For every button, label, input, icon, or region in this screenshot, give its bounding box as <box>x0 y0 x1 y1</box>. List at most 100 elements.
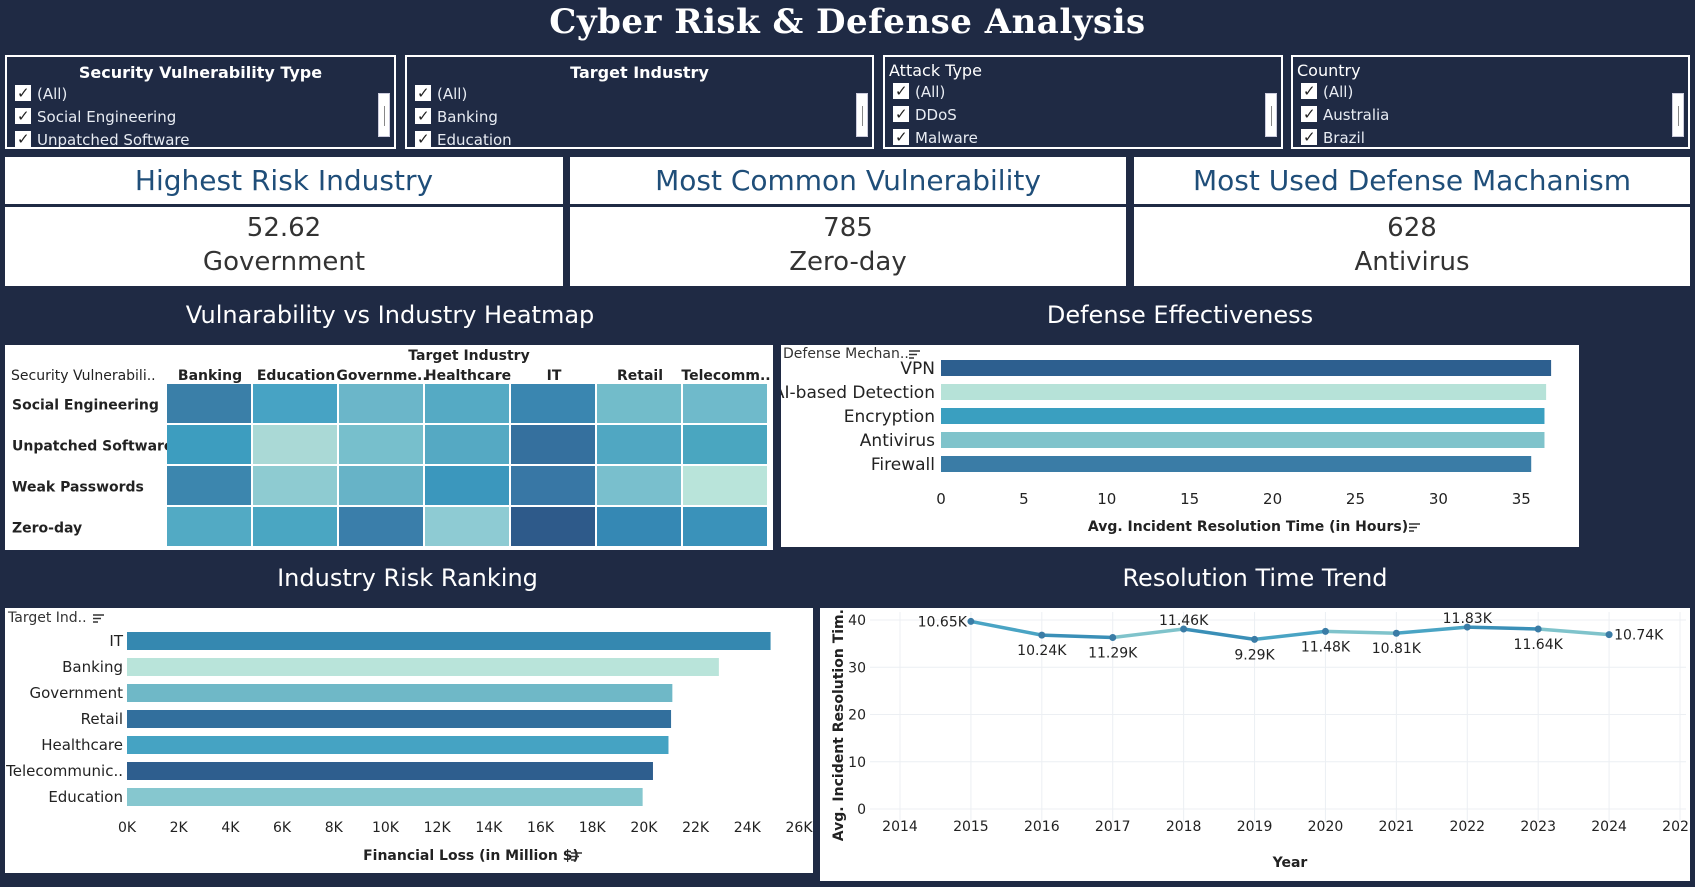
heatmap-cell <box>425 507 509 546</box>
heatmap-row-label: Social Engineering <box>12 398 159 414</box>
heatmap-cell <box>683 466 767 505</box>
filter-option[interactable]: (All) <box>885 80 1281 104</box>
bar-label: Government <box>29 684 123 702</box>
checkbox-icon[interactable] <box>893 103 909 126</box>
checkbox-icon[interactable] <box>893 80 909 103</box>
filter-option[interactable]: (All) <box>7 82 394 106</box>
bar-label: Education <box>48 788 123 806</box>
bar <box>941 360 1552 376</box>
filter-attack-type[interactable]: Attack Type (All) DDoS Malware <box>883 55 1283 149</box>
kpi-most-common-vulnerability: Most Common Vulnerability 785 Zero-day <box>570 157 1126 286</box>
series-line <box>1465 625 1540 631</box>
checkbox-icon[interactable] <box>1301 126 1317 147</box>
filter-option[interactable]: Education <box>407 128 872 147</box>
filter-option[interactable]: (All) <box>407 82 872 106</box>
heatmap-cell <box>425 466 509 505</box>
filter-scrollbar[interactable] <box>856 93 868 137</box>
kpi-value: 628 <box>1387 213 1437 243</box>
sort-icon <box>1409 523 1420 532</box>
filter-scrollbar[interactable] <box>1672 93 1684 137</box>
x-tick-label: 12K <box>424 820 452 836</box>
heatmap-cell <box>511 466 595 505</box>
checkbox-icon[interactable] <box>415 128 431 147</box>
checkbox-icon[interactable] <box>1301 80 1317 103</box>
kpi-label: Zero-day <box>789 247 907 277</box>
y-tick-label: 40 <box>848 613 866 629</box>
heatmap-title: Vulnarability vs Industry Heatmap <box>185 301 595 329</box>
filter-option[interactable]: Unpatched Software <box>7 128 394 147</box>
filter-target-industry[interactable]: Target Industry (All) Banking Education <box>405 55 874 149</box>
filter-country[interactable]: Country (All) Australia Brazil <box>1291 55 1690 149</box>
bar-label: IT <box>109 632 123 650</box>
data-label: 11.48K <box>1301 639 1351 655</box>
data-label: 11.64K <box>1514 637 1564 653</box>
x-tick-label: 26K <box>786 820 814 836</box>
series-line <box>1323 629 1399 635</box>
checkbox-icon[interactable] <box>415 105 431 128</box>
filter-scrollbar[interactable] <box>378 93 390 137</box>
heatmap-column-label: Governme.. <box>336 368 427 384</box>
x-tick-label: 2019 <box>1237 819 1273 835</box>
x-tick-label: 25 <box>1346 490 1365 508</box>
heatmap-cell <box>597 466 681 505</box>
x-tick-label: 8K <box>325 820 344 836</box>
heatmap-cell <box>425 384 509 423</box>
filter-option[interactable]: (All) <box>1293 80 1688 104</box>
axis-header: Defense Mechan.. <box>783 346 909 362</box>
dashboard-title: Cyber Risk & Defense Analysis <box>549 2 1146 42</box>
checkbox-icon[interactable] <box>15 128 31 147</box>
x-tick-label: 2023 <box>1520 819 1556 835</box>
x-tick-label: 35 <box>1512 490 1531 508</box>
checkbox-icon[interactable] <box>1301 103 1317 126</box>
bar-label: Banking <box>62 658 123 676</box>
bar <box>127 762 653 780</box>
checkbox-icon[interactable] <box>15 105 31 128</box>
bar-label: Encryption <box>844 407 935 427</box>
series-line <box>1110 627 1186 640</box>
heatmap-column-label: IT <box>547 368 562 384</box>
x-tick-label: 5 <box>1019 490 1029 508</box>
data-label: 9.29K <box>1234 647 1275 663</box>
line-point <box>967 617 975 625</box>
sort-icon <box>571 852 582 861</box>
heatmap-cell <box>339 384 423 423</box>
y-tick-label: 0 <box>857 802 866 818</box>
bar-label: Telecommunic.. <box>5 762 123 780</box>
filter-option[interactable]: Banking <box>407 105 872 129</box>
heatmap-column-label: Telecomm.. <box>681 368 770 384</box>
heatmap-cell <box>511 507 595 546</box>
heatmap-row-label: Unpatched Software <box>12 439 173 455</box>
ranking-panel: Target Ind.. IT Banking Government Retail Hea… <box>5 608 813 873</box>
filter-option[interactable]: Australia <box>1293 103 1688 127</box>
row-header: Security Vulnerabili.. <box>11 368 156 384</box>
data-label: 11.46K <box>1159 613 1209 629</box>
filter-vulnerability-type[interactable]: Security Vulnerability Type (All) Social… <box>5 55 396 149</box>
filter-scrollbar[interactable] <box>1265 93 1277 137</box>
x-tick-label: 2024 <box>1591 819 1627 835</box>
heatmap-panel: Target Industry Security Vulnerabili.. Ban… <box>5 345 773 550</box>
checkbox-icon[interactable] <box>15 82 31 105</box>
filter-option[interactable]: Brazil <box>1293 126 1688 147</box>
filter-option[interactable]: DDoS <box>885 103 1281 127</box>
filter-option[interactable]: Social Engineering <box>7 105 394 129</box>
x-tick-label: 22K <box>682 820 710 836</box>
filter-option[interactable]: Malware <box>885 126 1281 147</box>
x-tick-label: 2K <box>170 820 189 836</box>
x-tick-label: 10 <box>1097 490 1116 508</box>
line-point <box>1463 623 1471 631</box>
heatmap-column-label: Education <box>257 368 335 384</box>
checkbox-icon[interactable] <box>415 82 431 105</box>
heatmap-column-label: Healthcare <box>425 368 511 384</box>
heatmap-cell <box>253 466 337 505</box>
bar <box>127 736 669 754</box>
defense-chart: Defense Mechan..VPN AI-based Detection Enc… <box>773 346 1552 535</box>
x-tick-label: 24K <box>734 820 762 836</box>
heatmap-column-label: Retail <box>617 368 663 384</box>
series-line <box>1181 627 1257 642</box>
bar-label: AI-based Detection <box>781 383 935 403</box>
heatmap-cell <box>511 425 595 464</box>
filter-label: Target Industry <box>570 63 709 82</box>
checkbox-icon[interactable] <box>893 126 909 147</box>
x-tick-label: 0K <box>118 820 137 836</box>
